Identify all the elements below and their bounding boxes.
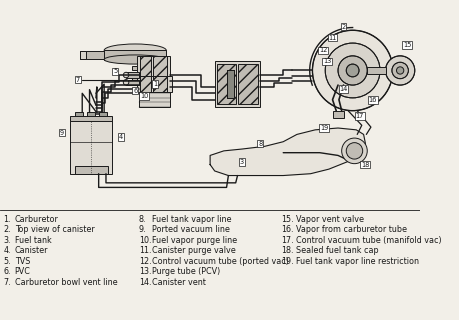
Text: Control vacuum tube (ported vac): Control vacuum tube (ported vac): [151, 257, 288, 266]
Bar: [226, 70, 233, 98]
Bar: [75, 166, 107, 174]
Text: 11: 11: [328, 35, 336, 41]
Text: 3.: 3.: [4, 236, 11, 245]
Text: 17: 17: [355, 113, 364, 119]
Text: TVS: TVS: [15, 257, 30, 266]
Text: Canister purge valve: Canister purge valve: [151, 246, 235, 255]
Text: Ported vacuum line: Ported vacuum line: [151, 225, 229, 234]
Text: 15.: 15.: [281, 215, 293, 224]
Text: Top view of canister: Top view of canister: [15, 225, 94, 234]
Bar: [332, 111, 343, 118]
Circle shape: [346, 64, 358, 77]
Text: Control vacuum tube (manifold vac): Control vacuum tube (manifold vac): [295, 236, 441, 245]
Text: 15: 15: [403, 42, 411, 48]
Text: Canister: Canister: [15, 246, 48, 255]
Bar: [132, 75, 137, 80]
Bar: [80, 51, 86, 59]
Text: 17.: 17.: [281, 236, 293, 245]
Text: 19: 19: [319, 125, 328, 131]
Text: 1: 1: [153, 81, 157, 87]
Bar: [75, 113, 83, 119]
Text: 10.: 10.: [139, 236, 151, 245]
Circle shape: [312, 30, 392, 111]
Circle shape: [385, 56, 414, 85]
Text: 3: 3: [240, 159, 244, 165]
Text: 16: 16: [368, 97, 376, 103]
Text: 5.: 5.: [4, 257, 11, 266]
Text: 12: 12: [319, 47, 327, 53]
Text: 5: 5: [113, 68, 117, 74]
Text: 4: 4: [118, 134, 123, 140]
Ellipse shape: [104, 55, 166, 64]
Bar: [140, 56, 151, 76]
Bar: [226, 70, 233, 98]
Circle shape: [337, 56, 366, 85]
Text: 18: 18: [360, 162, 369, 168]
Text: 16.: 16.: [281, 225, 293, 234]
Bar: [126, 72, 139, 78]
Ellipse shape: [104, 44, 166, 57]
Text: 12.: 12.: [139, 257, 151, 266]
Text: 9: 9: [60, 130, 64, 136]
Bar: [126, 80, 139, 85]
Text: 13.: 13.: [139, 268, 151, 276]
Text: 2.: 2.: [4, 225, 11, 234]
Circle shape: [396, 67, 403, 74]
Bar: [153, 56, 167, 76]
Text: 7.: 7.: [4, 278, 11, 287]
Bar: [70, 116, 112, 121]
Bar: [104, 50, 166, 60]
Text: 11.: 11.: [139, 246, 151, 255]
Circle shape: [325, 43, 379, 98]
Text: Carburetor: Carburetor: [15, 215, 58, 224]
Bar: [80, 51, 118, 59]
Bar: [153, 76, 167, 92]
Circle shape: [123, 72, 129, 78]
Text: Purge tube (PCV): Purge tube (PCV): [151, 268, 219, 276]
Circle shape: [123, 80, 129, 85]
Text: Canister vent: Canister vent: [151, 278, 205, 287]
Text: Fuel tank vapor line: Fuel tank vapor line: [151, 215, 231, 224]
Text: Fuel vapor purge line: Fuel vapor purge line: [151, 236, 236, 245]
Bar: [214, 61, 260, 107]
Text: Sealed fuel tank cap: Sealed fuel tank cap: [295, 246, 378, 255]
Bar: [70, 119, 112, 174]
Text: 6.: 6.: [4, 268, 11, 276]
Text: Carburetor bowl vent line: Carburetor bowl vent line: [15, 278, 117, 287]
Bar: [140, 76, 151, 92]
Bar: [137, 76, 171, 92]
Text: 18.: 18.: [281, 246, 293, 255]
Text: 9.: 9.: [139, 225, 146, 234]
Bar: [238, 64, 257, 104]
Bar: [366, 67, 385, 74]
Bar: [139, 92, 169, 107]
Text: 1.: 1.: [4, 215, 11, 224]
Bar: [98, 113, 106, 119]
Text: 2: 2: [341, 24, 345, 30]
Circle shape: [341, 138, 366, 164]
Text: 10: 10: [140, 93, 148, 99]
Bar: [137, 56, 169, 76]
Circle shape: [346, 143, 362, 159]
Text: 14: 14: [339, 86, 347, 92]
Polygon shape: [210, 128, 364, 176]
Text: 6: 6: [133, 88, 137, 93]
Text: Vapor vent valve: Vapor vent valve: [295, 215, 363, 224]
Circle shape: [391, 62, 408, 79]
Text: 7: 7: [75, 76, 79, 83]
Text: Fuel tank: Fuel tank: [15, 236, 51, 245]
Bar: [217, 64, 235, 104]
Text: 14.: 14.: [139, 278, 151, 287]
Text: Vapor from carburetor tube: Vapor from carburetor tube: [295, 225, 406, 234]
Text: 4.: 4.: [4, 246, 11, 255]
Text: 8.: 8.: [139, 215, 146, 224]
Text: 8: 8: [257, 140, 262, 147]
Text: 13: 13: [322, 58, 330, 64]
Text: 19.: 19.: [281, 257, 293, 266]
Bar: [87, 113, 95, 119]
Bar: [132, 66, 137, 70]
Text: Fuel tank vapor line restriction: Fuel tank vapor line restriction: [295, 257, 418, 266]
Text: PVC: PVC: [15, 268, 30, 276]
